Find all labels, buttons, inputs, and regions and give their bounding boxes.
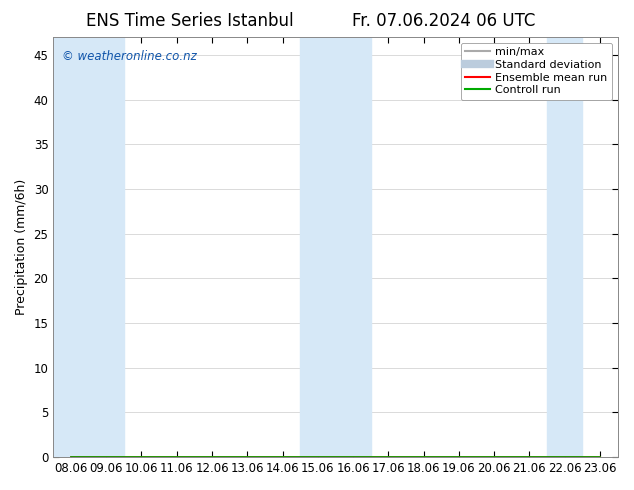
Y-axis label: Precipitation (mm/6h): Precipitation (mm/6h): [15, 179, 28, 315]
Bar: [300, 37, 371, 457]
Text: © weatheronline.co.nz: © weatheronline.co.nz: [61, 49, 197, 63]
Text: ENS Time Series Istanbul: ENS Time Series Istanbul: [86, 12, 294, 30]
Bar: [547, 37, 583, 457]
Text: Fr. 07.06.2024 06 UTC: Fr. 07.06.2024 06 UTC: [352, 12, 536, 30]
Legend: min/max, Standard deviation, Ensemble mean run, Controll run: min/max, Standard deviation, Ensemble me…: [461, 43, 612, 100]
Bar: [53, 37, 124, 457]
